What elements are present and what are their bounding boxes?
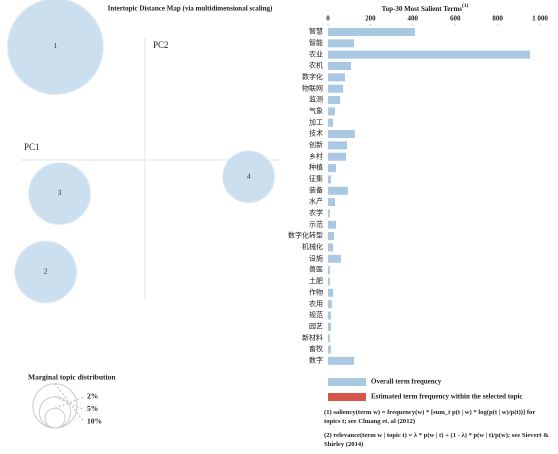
- topic-label: 1: [54, 42, 58, 50]
- size-legend-leader: [54, 396, 85, 410]
- bar: [328, 322, 331, 331]
- size-legend-label: 5%: [87, 404, 98, 413]
- size-legend-circle: [32, 383, 78, 429]
- bar: [328, 198, 335, 207]
- bar: [328, 232, 334, 241]
- term-label: 乡村: [309, 151, 323, 160]
- bar: [328, 50, 531, 59]
- legend-swatch: [328, 393, 366, 401]
- term-label: 智能: [309, 38, 323, 47]
- bar: [328, 84, 344, 93]
- term-label: 设施: [309, 253, 323, 262]
- bar: [328, 141, 348, 150]
- bar: [328, 209, 330, 218]
- topic-circle: [222, 150, 276, 204]
- term-label: 土肥: [309, 276, 323, 285]
- term-label: 技术: [309, 129, 323, 138]
- bar: [328, 288, 334, 297]
- term-label: 监测: [309, 95, 323, 104]
- bar: [328, 175, 331, 184]
- term-label: 机械化: [302, 242, 323, 251]
- legend-swatch: [328, 378, 366, 386]
- term-label: 加工: [309, 117, 323, 126]
- bar: [328, 277, 330, 286]
- bar: [328, 164, 337, 173]
- size-legend-circle: [38, 396, 72, 429]
- term-label: 规范: [309, 310, 323, 319]
- x-tick-label: 1 000: [532, 15, 548, 23]
- size-legend-leader: [54, 396, 85, 409]
- term-label: 示范: [309, 219, 323, 228]
- term-label: 农业: [309, 49, 323, 58]
- term-label: 水产: [309, 197, 323, 206]
- term-label: 农机: [309, 61, 323, 70]
- term-label: 种植: [309, 163, 323, 172]
- bar: [328, 345, 331, 354]
- size-legend-label: 2%: [87, 392, 98, 401]
- legend-label: Estimated term frequency within the sele…: [371, 393, 523, 401]
- size-legend-circle: [44, 407, 66, 429]
- bar: [328, 186, 348, 195]
- bar: [328, 356, 355, 365]
- bar: [328, 266, 330, 275]
- topic-label: 2: [44, 268, 48, 276]
- term-label: 智慧: [309, 27, 323, 36]
- bar: [328, 118, 334, 127]
- bar: [328, 96, 341, 105]
- term-label: 兽医: [309, 265, 323, 274]
- y-axis-label: PC2: [153, 40, 169, 50]
- bar: [328, 311, 331, 320]
- size-legend-leader: [54, 383, 85, 423]
- map-title: Intertopic Distance Map (via multidimens…: [108, 5, 273, 13]
- bar: [328, 300, 333, 309]
- bar: [328, 73, 345, 82]
- term-label: 新材料: [302, 333, 323, 342]
- size-legend-title: Marginal topic distribution: [28, 373, 116, 382]
- x-tick-label: 200: [365, 15, 376, 23]
- topic-label: 4: [247, 172, 251, 180]
- term-label: 园艺: [309, 322, 323, 330]
- term-label: 畜牧: [309, 344, 323, 353]
- term-label: 创新: [309, 140, 323, 149]
- topic-circle: [28, 162, 92, 226]
- bar: [328, 220, 337, 229]
- x-tick-label: 600: [450, 15, 461, 23]
- x-tick-label: 0: [326, 15, 330, 23]
- legend-label: Overall term frequency: [371, 378, 442, 386]
- term-label: 作物: [309, 287, 323, 296]
- term-label: 气象: [309, 106, 323, 115]
- bar: [328, 130, 355, 139]
- bar: [328, 62, 351, 71]
- topic-circle: [6, 0, 104, 96]
- bar: [328, 254, 341, 263]
- x-tick-label: 400: [408, 15, 419, 23]
- bar: [328, 152, 347, 161]
- term-label: 数字: [309, 355, 323, 364]
- bar: [328, 28, 415, 36]
- topic-label: 3: [58, 189, 62, 197]
- note: (1) saliency(term w) = frequency(w) * [s…: [324, 409, 536, 425]
- bar: [328, 243, 334, 252]
- term-label: 数字化转型: [288, 231, 323, 240]
- term-label: 物联网: [302, 83, 323, 92]
- term-label: 数字化: [302, 72, 323, 81]
- bar-title: Top-30 Most Salient Terms(1): [382, 2, 469, 12]
- note: (2) relevance(term w | topic t) = λ * p(…: [324, 432, 549, 448]
- bar: [328, 334, 330, 343]
- term-label: 征集: [309, 174, 323, 183]
- x-tick-label: 800: [492, 15, 503, 23]
- x-axis-label: PC1: [24, 142, 40, 152]
- size-legend-label: 10%: [87, 417, 102, 426]
- bar: [328, 107, 335, 116]
- term-label: 农学: [309, 208, 323, 217]
- bar: [328, 39, 355, 48]
- topic-circle: [14, 240, 78, 304]
- term-label: 农用: [309, 299, 323, 308]
- notes: (1) saliency(term w) = frequency(w) * [s…: [324, 408, 552, 454]
- term-label: 装备: [309, 185, 323, 194]
- bar-title-text: Top-30 Most Salient Terms: [382, 5, 463, 13]
- title-note: (1): [462, 2, 469, 9]
